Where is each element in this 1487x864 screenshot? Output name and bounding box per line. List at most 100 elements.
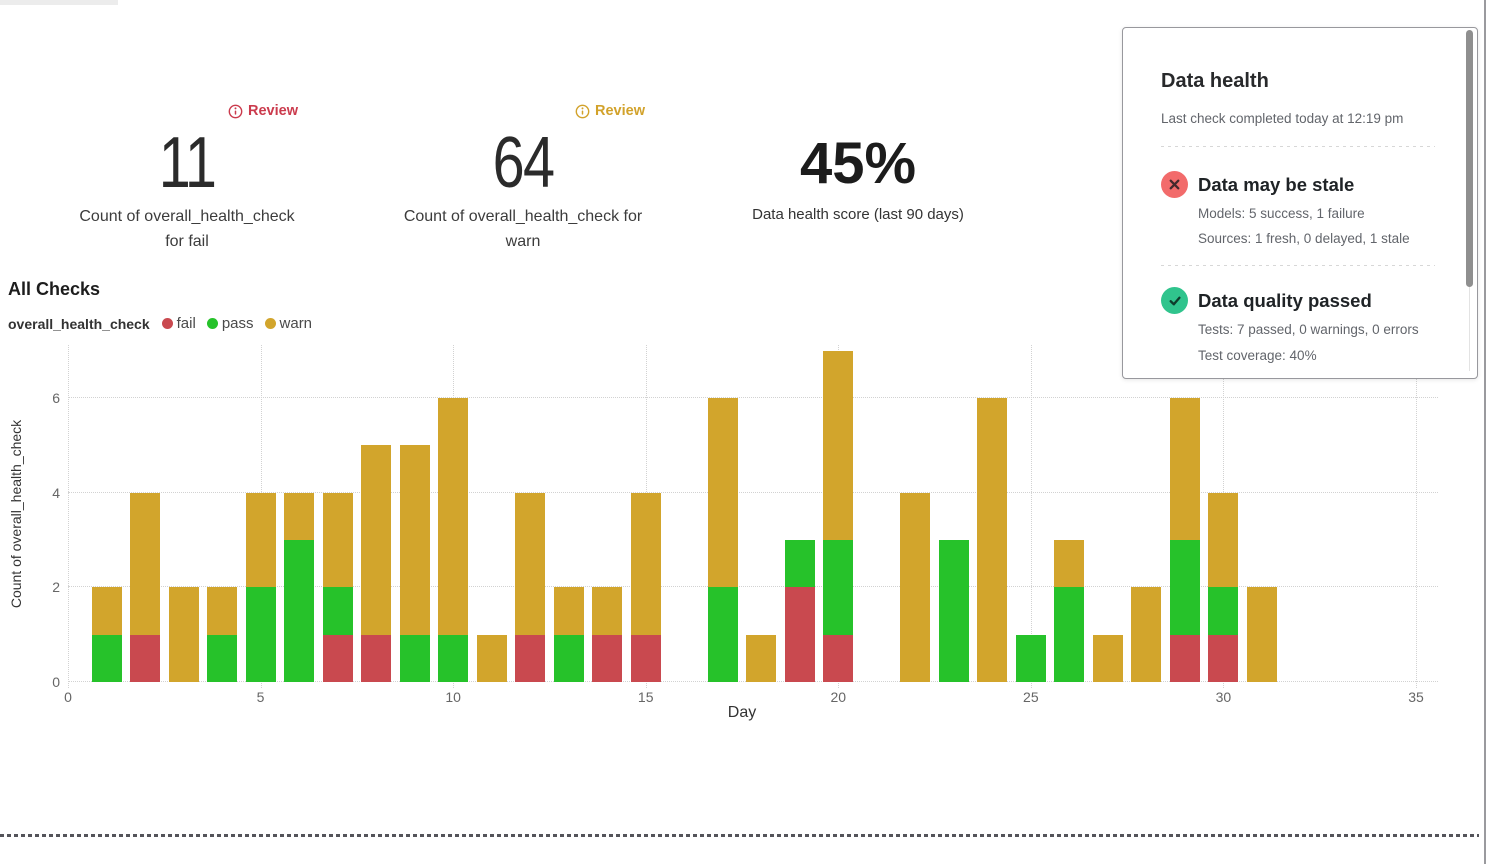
bar-day-20-fail[interactable] xyxy=(823,634,854,682)
bar-day-11-warn[interactable] xyxy=(476,634,507,682)
review-badge-label: Review xyxy=(595,103,645,119)
check-glyph xyxy=(1169,296,1181,305)
bar-day-2-warn[interactable] xyxy=(130,492,161,635)
check-circle-icon xyxy=(1161,287,1188,314)
bar-day-15-fail[interactable] xyxy=(630,634,661,682)
x-axis-label: Day xyxy=(727,704,757,721)
y-tick-2: 2 xyxy=(52,579,60,596)
y-tick-4: 4 xyxy=(52,484,60,501)
gridline-x-25 xyxy=(1030,345,1032,688)
legend-item-warn[interactable]: warn xyxy=(264,315,312,332)
legend-items: fail pass warn xyxy=(161,315,312,332)
bar-day-4-warn[interactable] xyxy=(207,587,238,635)
chart-title: All Checks xyxy=(8,279,101,299)
x-tick-30: 30 xyxy=(1215,689,1232,705)
warn-count-label: Count of overall_health_check for warn xyxy=(385,204,661,254)
window-right-edge xyxy=(1484,0,1486,864)
warn-count-label-line1: Count of overall_health_check for xyxy=(403,208,643,225)
bar-day-13-warn[interactable] xyxy=(553,587,584,635)
bar-day-20-pass[interactable] xyxy=(823,540,854,635)
bar-day-7-pass[interactable] xyxy=(322,587,353,635)
bar-day-20-warn[interactable] xyxy=(823,350,854,541)
data-health-panel: Data health Last check completed today a… xyxy=(1122,27,1478,379)
bar-day-9-pass[interactable] xyxy=(399,634,430,682)
x-tick-10: 10 xyxy=(445,689,461,705)
bar-day-22-warn[interactable] xyxy=(900,492,931,682)
stale-status-title: Data may be stale xyxy=(1198,174,1355,195)
fail-count-label-line2: for fail xyxy=(165,233,209,250)
bar-day-3-warn[interactable] xyxy=(168,587,199,682)
bar-day-6-pass[interactable] xyxy=(284,540,315,682)
bar-day-30-fail[interactable] xyxy=(1208,634,1239,682)
health-score-label: Data health score (last 90 days) xyxy=(750,202,966,227)
bar-day-14-warn[interactable] xyxy=(592,587,623,635)
bar-day-1-warn[interactable] xyxy=(91,587,122,635)
bar-day-19-fail[interactable] xyxy=(784,587,815,682)
bar-day-29-warn[interactable] xyxy=(1169,398,1200,541)
fail-count-value: 11 xyxy=(158,123,217,203)
review-badge-warn[interactable]: Review xyxy=(575,103,645,119)
bar-day-19-pass[interactable] xyxy=(784,540,815,588)
bar-day-23-pass[interactable] xyxy=(938,540,969,682)
bar-day-18-warn[interactable] xyxy=(746,634,777,682)
legend-label-fail: fail xyxy=(176,315,196,332)
bar-day-9-warn[interactable] xyxy=(399,445,430,635)
warn-count-value: 64 xyxy=(492,123,555,203)
panel-scrollbar-track[interactable] xyxy=(1469,287,1470,371)
x-circle-icon xyxy=(1161,171,1188,198)
bar-day-29-pass[interactable] xyxy=(1169,540,1200,635)
bar-day-26-warn[interactable] xyxy=(1054,540,1085,588)
bar-day-27-warn[interactable] xyxy=(1092,634,1123,682)
sources-status-line: Sources: 1 fresh, 0 delayed, 1 stale xyxy=(1198,231,1410,246)
bar-day-14-fail[interactable] xyxy=(592,634,623,682)
bar-day-7-warn[interactable] xyxy=(322,492,353,588)
bar-day-29-fail[interactable] xyxy=(1169,634,1200,682)
bar-day-26-pass[interactable] xyxy=(1054,587,1085,682)
bar-day-17-warn[interactable] xyxy=(707,398,738,588)
fail-legend-dot xyxy=(161,318,173,329)
bar-day-8-warn[interactable] xyxy=(361,445,392,635)
bar-day-5-pass[interactable] xyxy=(245,587,276,682)
warn-legend-dot xyxy=(264,318,276,329)
gridline-x-35 xyxy=(1416,345,1417,688)
bar-day-12-warn[interactable] xyxy=(515,492,546,635)
bar-day-30-pass[interactable] xyxy=(1208,587,1239,635)
x-tick-35: 35 xyxy=(1408,689,1424,705)
x-tick-15: 15 xyxy=(637,689,654,705)
legend-item-pass[interactable]: pass xyxy=(206,315,254,332)
bar-day-28-warn[interactable] xyxy=(1131,587,1162,682)
bar-day-1-pass[interactable] xyxy=(91,634,122,682)
legend-series-title: overall_health_check xyxy=(8,315,150,332)
legend-item-fail[interactable]: fail xyxy=(161,315,196,332)
info-icon xyxy=(228,104,243,118)
bar-day-2-fail[interactable] xyxy=(130,634,161,682)
y-axis-label: Count of overall_health_check xyxy=(6,345,26,682)
x-tick-20: 20 xyxy=(830,689,847,705)
x-tick-5: 5 xyxy=(256,689,265,705)
pass-legend-dot xyxy=(206,318,218,329)
bar-day-10-warn[interactable] xyxy=(438,398,469,635)
health-score-label-line1: Data health score (last 90 days) xyxy=(752,206,964,223)
all-checks-chart-plot-area: 0 2 4 6 0 5 10 15 20 25 30 35 xyxy=(52,345,1438,705)
panel-scrollbar-thumb[interactable] xyxy=(1466,30,1473,287)
bar-day-4-pass[interactable] xyxy=(207,634,238,682)
bar-day-13-pass[interactable] xyxy=(553,634,584,682)
fail-count-label: Count of overall_health_check for fail xyxy=(40,204,334,254)
bar-day-5-warn[interactable] xyxy=(245,492,276,588)
bar-day-31-warn[interactable] xyxy=(1246,587,1277,682)
bar-day-25-pass[interactable] xyxy=(1015,634,1046,682)
bar-day-30-warn[interactable] xyxy=(1208,492,1239,588)
bar-day-15-warn[interactable] xyxy=(630,492,661,635)
bar-day-7-fail[interactable] xyxy=(322,634,353,682)
bar-day-17-pass[interactable] xyxy=(707,587,738,682)
bar-day-24-warn[interactable] xyxy=(977,398,1008,682)
bar-day-12-fail[interactable] xyxy=(515,634,546,682)
bar-day-10-pass[interactable] xyxy=(438,634,469,682)
bar-day-6-warn[interactable] xyxy=(284,492,315,541)
review-badge-fail[interactable]: Review xyxy=(228,103,298,119)
last-check-timestamp: Last check completed today at 12:19 pm xyxy=(1161,111,1404,126)
bar-day-8-fail[interactable] xyxy=(361,634,392,682)
review-badge-label: Review xyxy=(248,103,298,119)
gridline-y-4 xyxy=(68,491,1438,493)
